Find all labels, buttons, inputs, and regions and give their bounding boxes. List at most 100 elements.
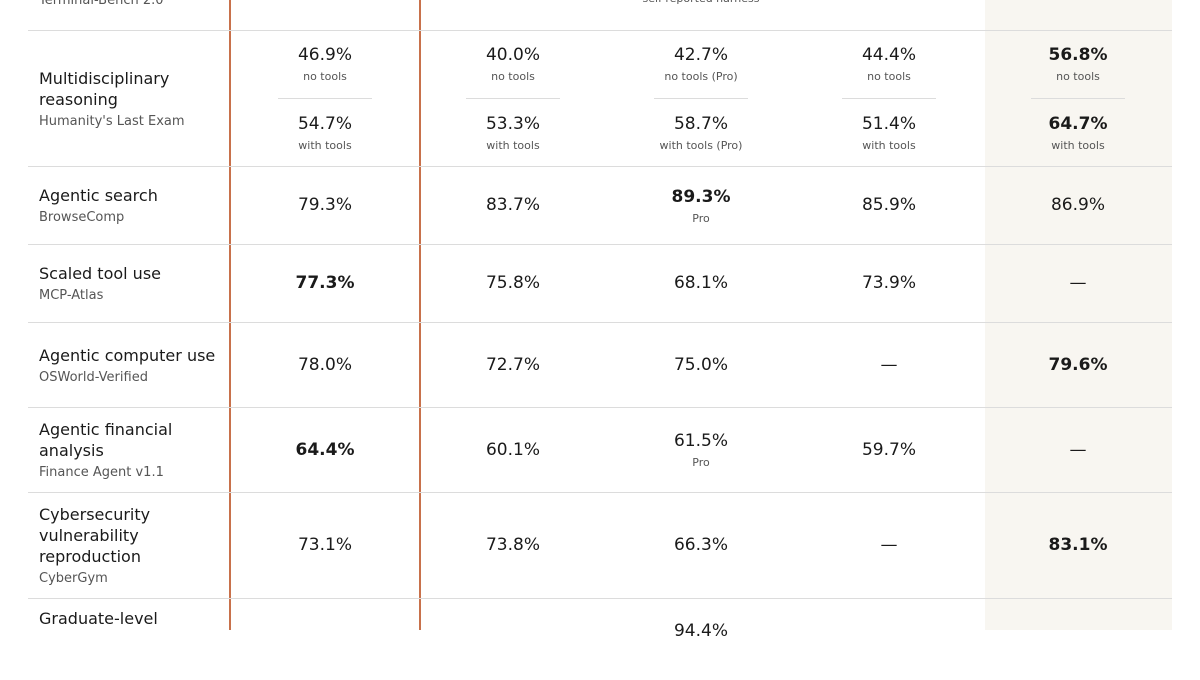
- score-cell: 66.3%: [607, 492, 795, 598]
- score-cell: 83.1%: [984, 492, 1172, 598]
- score-note: with tools: [298, 138, 352, 152]
- score-cell: self-reported harness: [607, 0, 795, 48]
- score-cell: 79.6%: [984, 322, 1172, 407]
- score: 42.7%: [673, 45, 728, 66]
- score: 72.7%: [485, 354, 540, 375]
- score-cell: 68.1%: [607, 244, 795, 322]
- score: 58.7%: [673, 113, 728, 134]
- score: 73.1%: [297, 535, 352, 555]
- row-label: Agentic search BrowseComp: [39, 166, 219, 244]
- score-cell: 44.4% no tools 51.4% with tools: [795, 30, 983, 166]
- score: 78.0%: [297, 354, 352, 375]
- score: 68.1%: [673, 273, 728, 293]
- row-divider: [28, 244, 1172, 245]
- score: 75.0%: [673, 354, 728, 375]
- score: 89.3%: [671, 186, 731, 207]
- score: 61.5%: [673, 431, 728, 451]
- score: 40.0%: [485, 45, 540, 66]
- score-cell: 60.1%: [419, 407, 607, 492]
- label: Agentic computer use: [39, 345, 216, 365]
- score-note: with tools: [1051, 138, 1105, 152]
- column-rule: [229, 0, 231, 630]
- score: 77.3%: [295, 273, 355, 293]
- score-cell: 86.9%: [984, 166, 1172, 244]
- row-label: Graduate-level: [39, 598, 219, 668]
- score-cell: 78.0%: [231, 322, 419, 407]
- score: —: [1069, 439, 1087, 460]
- row-label: Agentic computer use OSWorld-Verified: [39, 322, 219, 407]
- score-note: no tools: [491, 70, 535, 84]
- score-cell: 40.0% no tools 53.3% with tools: [419, 30, 607, 166]
- score-cell: —: [795, 492, 983, 598]
- highlight-column: [985, 0, 1172, 630]
- sub-divider: [278, 97, 372, 99]
- score-cell: —: [795, 322, 983, 407]
- score-cell: 94.4%: [607, 598, 795, 680]
- score: 64.4%: [295, 439, 355, 460]
- score-note: no tools (Pro): [664, 70, 738, 84]
- row-divider: [28, 322, 1172, 323]
- score: 46.9%: [297, 45, 352, 66]
- row-divider: [28, 166, 1172, 167]
- score-note: self-reported harness: [643, 0, 760, 5]
- score: 83.7%: [485, 195, 540, 215]
- score: 44.4%: [861, 45, 916, 66]
- score-cell: 83.7%: [419, 166, 607, 244]
- score: 64.7%: [1048, 113, 1108, 134]
- sub-divider: [1031, 97, 1125, 99]
- score: 73.9%: [861, 273, 916, 293]
- score-cell: 75.8%: [419, 244, 607, 322]
- label: Cybersecurity vulnerability reproduction: [39, 505, 151, 566]
- benchmark: CyberGym: [39, 571, 108, 586]
- score: 79.6%: [1048, 354, 1108, 375]
- score-cell: 73.8%: [419, 492, 607, 598]
- label: Graduate-level: [39, 609, 158, 628]
- score-cell: 75.0%: [607, 322, 795, 407]
- score-cell: —: [984, 407, 1172, 492]
- sub-score: 56.8% no tools: [1049, 30, 1108, 98]
- score-cell: 46.9% no tools 54.7% with tools: [231, 30, 419, 166]
- sub-score: 42.7% no tools (Pro): [664, 30, 737, 98]
- benchmark: MCP-Atlas: [39, 288, 104, 303]
- score: 94.4%: [673, 621, 728, 641]
- row-label: Cybersecurity vulnerability reproduction…: [39, 492, 219, 598]
- score: 54.7%: [297, 113, 352, 134]
- label: Multidisciplinary reasoning: [39, 68, 170, 109]
- score: 66.3%: [673, 535, 728, 555]
- row-label: Agentic financial analysis Finance Agent …: [39, 407, 219, 492]
- row-divider: [28, 492, 1172, 493]
- score-cell: 59.7%: [795, 407, 983, 492]
- sub-score: 40.0% no tools: [486, 30, 540, 98]
- score-note: with tools (Pro): [659, 138, 743, 152]
- score: 53.3%: [485, 113, 540, 134]
- row-divider: [28, 407, 1172, 408]
- score: —: [880, 535, 898, 555]
- row-label: Scaled tool use MCP-Atlas: [39, 244, 219, 322]
- score-cell: 79.3%: [231, 166, 419, 244]
- score-note: Pro: [692, 211, 710, 225]
- sub-divider: [654, 97, 748, 99]
- score: 79.3%: [297, 195, 352, 215]
- column-rule: [419, 0, 421, 630]
- score-note: with tools: [862, 138, 916, 152]
- row-divider: [28, 30, 1172, 31]
- score-cell: 61.5% Pro: [607, 407, 795, 492]
- sub-score: 51.4% with tools: [862, 99, 916, 167]
- sub-score: 46.9% no tools: [298, 30, 352, 98]
- score: 85.9%: [861, 195, 916, 215]
- score: 75.8%: [485, 273, 540, 293]
- score-note: no tools: [303, 70, 347, 84]
- benchmark: Finance Agent v1.1: [39, 465, 164, 480]
- score-cell: 64.4%: [231, 407, 419, 492]
- score: 60.1%: [485, 439, 540, 460]
- score-cell: 56.8% no tools 64.7% with tools: [984, 30, 1172, 166]
- score-note: with tools: [486, 138, 540, 152]
- benchmark: Terminal-Bench 2.0: [39, 0, 164, 8]
- score: —: [880, 354, 898, 375]
- sub-divider: [466, 97, 560, 99]
- sub-score: 64.7% with tools: [1049, 99, 1108, 167]
- score: —: [1069, 273, 1087, 293]
- score-cell: 73.1%: [231, 492, 419, 598]
- score: 83.1%: [1048, 535, 1108, 555]
- label: Agentic financial analysis: [39, 420, 173, 460]
